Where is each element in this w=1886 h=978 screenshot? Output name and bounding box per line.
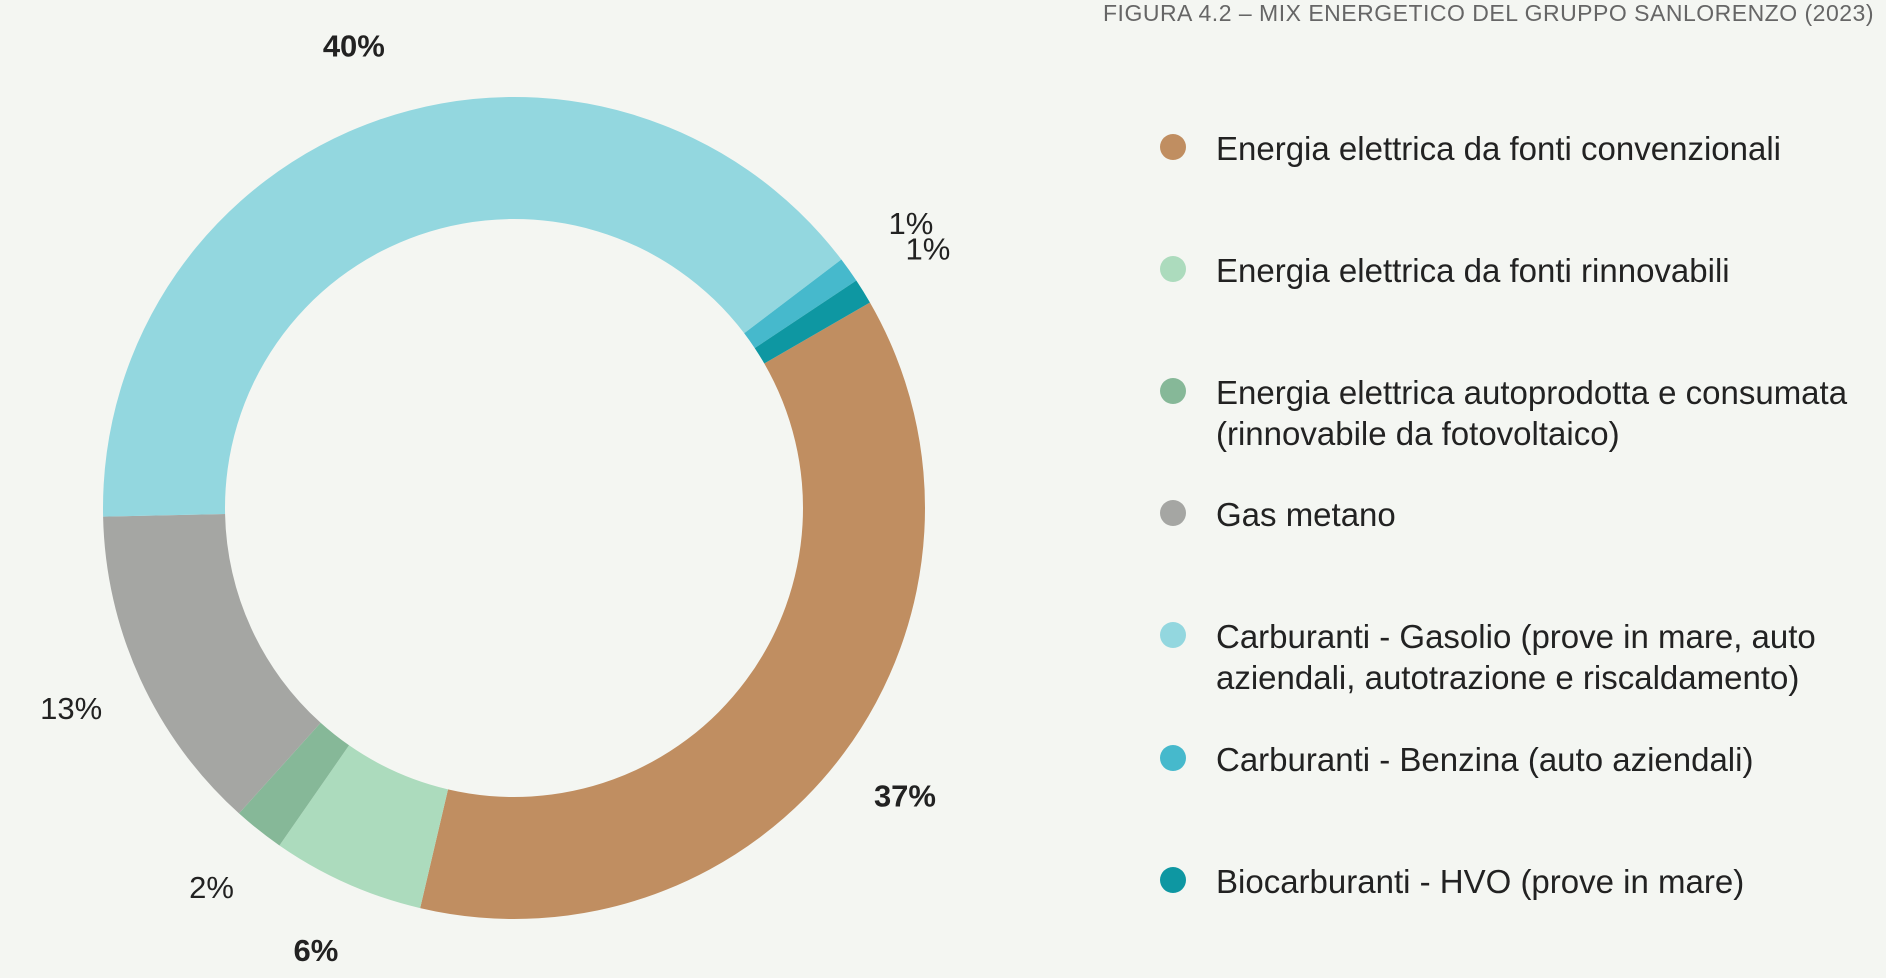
legend-item: Energia elettrica da fonti rinnovabili	[1160, 250, 1880, 291]
value-label: 6%	[294, 933, 339, 968]
value-label: 1%	[905, 232, 950, 267]
legend-item: Gas metano	[1160, 494, 1880, 535]
chart-title: FIGURA 4.2 – MIX ENERGETICO DEL GRUPPO S…	[1103, 0, 1874, 26]
legend-label: Energia elettrica autoprodotta e consuma…	[1216, 374, 1848, 452]
legend-swatch	[1160, 867, 1186, 893]
legend-swatch	[1160, 134, 1186, 160]
donut-chart: 37% 6% 2% 13% 40% 1%1%	[40, 28, 950, 968]
legend-label: Energia elettrica da fonti convenzionali	[1216, 130, 1782, 167]
legend-swatch	[1160, 378, 1186, 404]
legend-swatch	[1160, 256, 1186, 282]
legend-item: Biocarburanti - HVO (prove in mare)	[1160, 861, 1880, 902]
donut-slice	[103, 514, 321, 814]
legend-item: Carburanti - Gasolio (prove in mare, aut…	[1160, 616, 1880, 698]
donut-slice	[744, 259, 857, 349]
legend-label: Gas metano	[1216, 496, 1396, 533]
value-label: 13%	[40, 691, 102, 726]
value-label: 2%	[189, 870, 234, 905]
donut-slice	[103, 96, 842, 517]
donut-slice	[754, 280, 870, 364]
legend-label: Carburanti - Benzina (auto aziendali)	[1216, 741, 1754, 778]
legend-swatch	[1160, 622, 1186, 648]
legend-swatch	[1160, 500, 1186, 526]
donut-slice	[238, 722, 350, 846]
value-label: 1%	[889, 206, 934, 241]
legend-swatch	[1160, 745, 1186, 771]
donut-slice	[420, 302, 925, 919]
legend-label: Biocarburanti - HVO (prove in mare)	[1216, 863, 1745, 900]
value-label: 40%	[323, 28, 385, 63]
legend-label: Carburanti - Gasolio (prove in mare, aut…	[1216, 618, 1816, 696]
legend-label: Energia elettrica da fonti rinnovabili	[1216, 252, 1730, 289]
legend-item: Carburanti - Benzina (auto aziendali)	[1160, 739, 1880, 780]
legend-item: Energia elettrica autoprodotta e consuma…	[1160, 372, 1880, 454]
donut-slice	[279, 745, 449, 909]
value-label: 37%	[874, 779, 936, 814]
legend-item: Energia elettrica da fonti convenzionali	[1160, 128, 1880, 169]
